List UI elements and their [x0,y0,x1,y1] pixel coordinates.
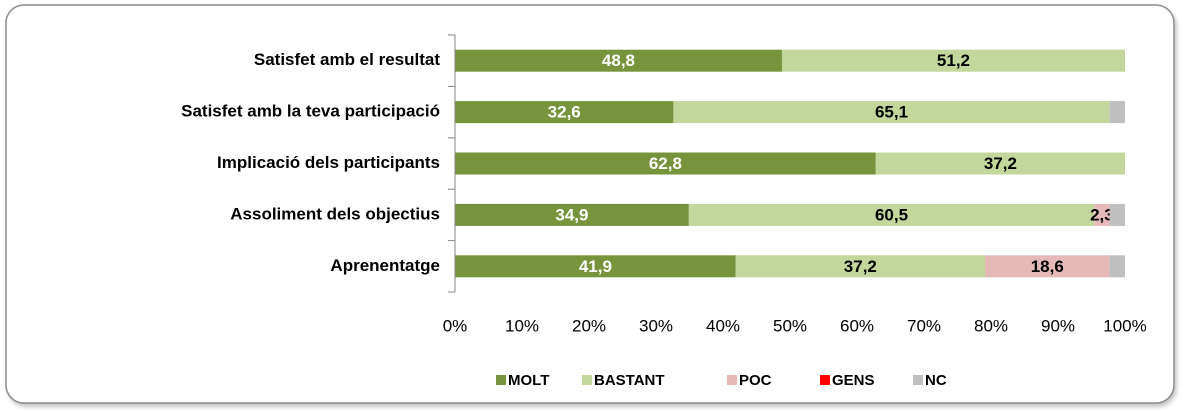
category-label: Satisfet amb el resultat [254,50,440,69]
bar-segment [1094,203,1110,226]
value-label: 62,8 [649,154,682,173]
value-label: 18,6 [1031,257,1064,276]
legend-swatch [727,375,737,385]
x-tick-label: 0% [443,316,468,335]
bar-segment [875,152,1125,175]
category-label: Satisfet amb la teva participació [181,102,440,121]
value-label: 60,5 [875,205,908,224]
bar-segment [455,203,689,226]
x-tick-label: 30% [639,316,673,335]
bar-segment [688,203,1095,226]
x-tick-label: 20% [572,316,606,335]
value-label: 37,2 [844,257,877,276]
value-label: 51,2 [937,51,970,70]
x-tick-label: 80% [974,316,1008,335]
x-tick-label: 90% [1041,316,1075,335]
bar-segment [455,49,782,72]
legend-label: NC [925,372,947,389]
value-label: 2,3 [1090,205,1114,224]
x-tick-label: 70% [907,316,941,335]
category-label: Aprenentatge [330,256,440,275]
category-label: Assoliment dels objectius [230,204,440,223]
bar-segment [781,49,1125,72]
value-label: 41,9 [579,257,612,276]
category-label: Implicació dels participants [217,153,440,172]
legend-label: BASTANT [594,372,665,389]
bar-segment [1109,255,1125,278]
value-label: 32,6 [548,103,581,122]
legend-swatch [820,375,830,385]
x-tick-label: 50% [773,316,807,335]
bar-segment [673,101,1110,124]
bar-segment [455,255,736,278]
legend-label: POC [739,372,772,389]
bar-segment [455,101,674,124]
value-label: 65,1 [875,103,908,122]
bar-segment [735,255,985,278]
legend-swatch [913,375,923,385]
value-label: 34,9 [555,205,588,224]
legend-swatch [582,375,592,385]
bar-segment [984,255,1110,278]
legend-label: GENS [832,372,875,389]
bar-segment [455,152,876,175]
value-label: 37,2 [984,154,1017,173]
bar-segment [1109,101,1125,124]
bar-segment [1109,203,1125,226]
x-tick-label: 40% [706,316,740,335]
x-tick-label: 10% [505,316,539,335]
legend-swatch [496,375,506,385]
x-tick-label: 100% [1103,316,1146,335]
legend-label: MOLT [508,372,549,389]
x-tick-label: 60% [840,316,874,335]
value-label: 48,8 [602,51,635,70]
